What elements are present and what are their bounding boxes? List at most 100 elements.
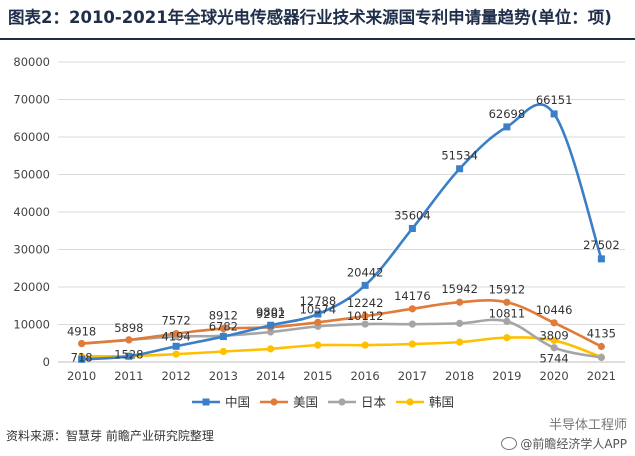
y-tick-label: 10000 bbox=[13, 318, 50, 332]
data-label-美国: 5898 bbox=[114, 321, 143, 335]
data-point-美国 bbox=[597, 342, 605, 351]
x-tick-label: 2015 bbox=[303, 369, 332, 383]
x-tick-label: 2019 bbox=[492, 369, 521, 383]
data-point-韩国 bbox=[361, 341, 369, 349]
data-point-中国 bbox=[125, 352, 133, 360]
data-label-美国: 4135 bbox=[587, 326, 616, 340]
data-label-日本: 10112 bbox=[347, 309, 384, 323]
x-tick-label: 2014 bbox=[256, 369, 285, 383]
data-point-日本 bbox=[503, 317, 511, 326]
legend-label-日本: 日本 bbox=[361, 395, 387, 410]
data-point-中国 bbox=[267, 321, 275, 329]
data-label-韩国: 5744 bbox=[539, 351, 568, 365]
data-label-中国: 12788 bbox=[300, 294, 337, 308]
data-point-韩国 bbox=[267, 345, 275, 353]
legend-marker-韩国 bbox=[406, 398, 414, 406]
data-point-中国 bbox=[219, 333, 227, 341]
data-label-美国: 14176 bbox=[394, 289, 431, 303]
x-tick-label: 2010 bbox=[67, 369, 96, 383]
legend: 中国 美国 日本 韩国 bbox=[192, 395, 454, 410]
data-point-中国 bbox=[503, 123, 511, 131]
data-point-美国 bbox=[172, 330, 180, 338]
data-point-中国 bbox=[550, 110, 558, 118]
data-label-中国: 6782 bbox=[209, 320, 238, 334]
data-label-美国: 9282 bbox=[256, 307, 285, 321]
data-point-美国 bbox=[219, 324, 227, 333]
grid-lines bbox=[58, 61, 625, 363]
data-point-美国 bbox=[408, 305, 416, 313]
legend-marker-中国 bbox=[202, 398, 210, 406]
data-point-中国 bbox=[172, 342, 180, 350]
series-line-韩国 bbox=[80, 336, 603, 359]
data-label-中国: 66151 bbox=[536, 93, 573, 107]
x-tick-label: 2021 bbox=[587, 369, 616, 383]
data-label-美国: 4918 bbox=[67, 325, 96, 339]
legend-label-美国: 美国 bbox=[293, 395, 318, 410]
data-point-中国 bbox=[456, 165, 464, 173]
data-point-日本 bbox=[550, 344, 558, 352]
data-point-韩国 bbox=[550, 336, 558, 345]
brand-watermark: 半导体工程师 @前瞻经济学人APP bbox=[501, 414, 627, 452]
watermark-top-text: 半导体工程师 bbox=[548, 418, 627, 433]
data-point-中国 bbox=[314, 310, 322, 318]
data-label-中国: 4194 bbox=[161, 329, 190, 343]
data-label-中国: 27502 bbox=[583, 238, 620, 252]
data-label-美国: 7572 bbox=[161, 314, 190, 328]
x-tick-label: 2018 bbox=[445, 369, 474, 383]
data-label-日本: 10811 bbox=[489, 306, 526, 320]
data-label-美国: 8912 bbox=[209, 309, 238, 323]
legend-marker-美国 bbox=[270, 398, 278, 406]
x-tick-label: 2013 bbox=[209, 369, 238, 383]
data-point-美国 bbox=[503, 298, 511, 306]
data-label-中国: 20442 bbox=[347, 265, 384, 279]
title-divider bbox=[0, 38, 635, 40]
data-label-中国: 9801 bbox=[256, 305, 285, 319]
series-lines bbox=[80, 103, 603, 361]
data-point-美国 bbox=[78, 339, 86, 348]
data-point-韩国 bbox=[503, 334, 511, 342]
legend-label-韩国: 韩国 bbox=[429, 395, 454, 410]
data-point-日本 bbox=[456, 319, 464, 327]
x-tick-label: 2016 bbox=[350, 369, 379, 383]
data-label-中国: 51534 bbox=[441, 149, 478, 163]
data-point-韩国 bbox=[408, 340, 416, 348]
data-point-中国 bbox=[361, 281, 369, 289]
data-label-中国: 35604 bbox=[394, 208, 431, 222]
data-point-日本 bbox=[597, 353, 605, 362]
axes: 0 10000 20000 30000 40000 50000 60000 70000 8000… bbox=[13, 55, 616, 383]
y-tick-label: 40000 bbox=[13, 205, 50, 219]
y-tick-label: 60000 bbox=[13, 130, 50, 144]
data-point-中国 bbox=[597, 255, 605, 263]
data-point-中国 bbox=[78, 355, 86, 363]
x-tick-label: 2011 bbox=[114, 369, 143, 383]
line-chart: 0 10000 20000 30000 40000 50000 60000 70000 8000… bbox=[13, 55, 625, 410]
legend-label-中国: 中国 bbox=[225, 395, 250, 410]
x-tick-label: 2012 bbox=[161, 369, 190, 383]
y-tick-label: 30000 bbox=[13, 243, 50, 257]
x-tick-label: 2017 bbox=[398, 369, 427, 383]
y-tick-label: 80000 bbox=[13, 55, 50, 69]
y-tick-label: 70000 bbox=[13, 93, 50, 107]
data-point-日本 bbox=[408, 320, 416, 328]
data-label-中国: 62698 bbox=[489, 107, 526, 121]
series-line-日本 bbox=[80, 318, 603, 359]
watermark-bottom-text: @前瞻经济学人APP bbox=[520, 437, 627, 451]
data-label-中国: 718 bbox=[71, 350, 93, 364]
data-label-日本: 3809 bbox=[539, 329, 568, 343]
data-point-韩国 bbox=[314, 341, 322, 349]
legend-marker-日本 bbox=[338, 398, 346, 406]
series-line-中国 bbox=[80, 103, 603, 361]
data-label-中国: 1528 bbox=[114, 347, 143, 361]
chart-title: 图表2：2010-2021年全球光电传感器行业技术来源国专利申请量趋势(单位：项… bbox=[8, 8, 612, 27]
data-point-韩国 bbox=[456, 338, 464, 346]
data-label-美国: 12242 bbox=[347, 296, 384, 310]
data-label-美国: 10446 bbox=[536, 303, 573, 317]
data-point-美国 bbox=[314, 318, 322, 326]
data-label-美国: 10574 bbox=[300, 302, 337, 316]
data-point-美国 bbox=[361, 312, 369, 320]
wechat-icon bbox=[501, 437, 518, 450]
data-labels: 718 1528 4194 6782 9801 12788 20442 35604 51534 6… bbox=[67, 93, 620, 366]
source-note: 资料来源：智慧芽 前瞻产业研究院整理 bbox=[6, 429, 214, 443]
data-point-日本 bbox=[361, 320, 369, 328]
x-tick-label: 2020 bbox=[539, 369, 568, 383]
